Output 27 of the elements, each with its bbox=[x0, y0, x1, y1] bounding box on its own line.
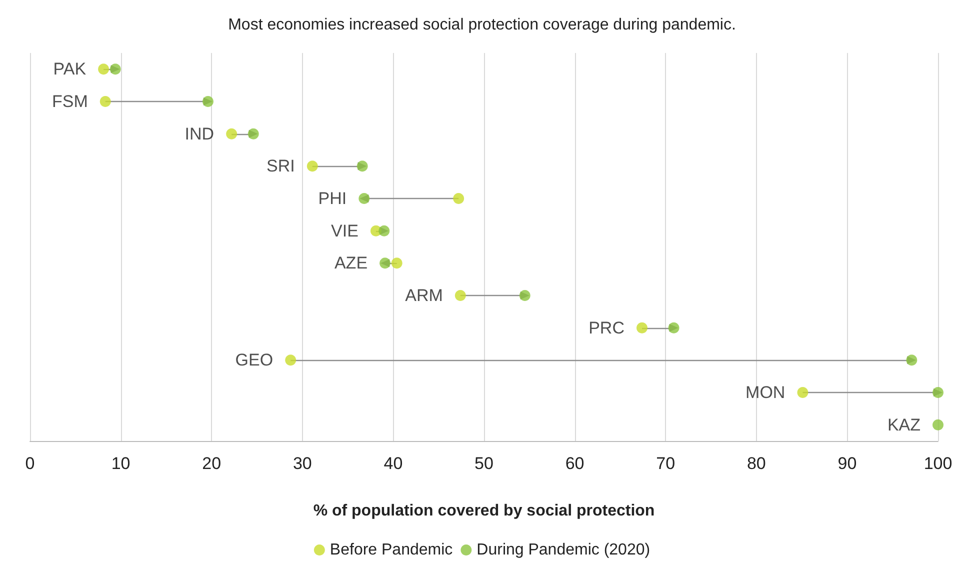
y-tick-label: ARM bbox=[405, 286, 443, 305]
y-tick-label: PHI bbox=[318, 189, 347, 208]
x-tick-label: 30 bbox=[292, 454, 312, 473]
chart-title: Most economies increased social protection coverage during pandemic. bbox=[228, 16, 736, 34]
x-tick-label: 20 bbox=[202, 454, 222, 473]
y-tick-label: GEO bbox=[235, 350, 274, 370]
x-axis-title: % of population covered by social protection bbox=[313, 502, 655, 520]
legend-label: Before Pandemic bbox=[330, 542, 453, 558]
legend-label: During Pandemic (2020) bbox=[476, 542, 650, 558]
y-tick-label: PRC bbox=[588, 318, 624, 338]
x-tick-label: 70 bbox=[656, 454, 676, 473]
y-tick-label: IND bbox=[184, 124, 214, 144]
x-tick-label: 100 bbox=[924, 454, 952, 473]
y-tick-label: MON bbox=[746, 383, 786, 402]
x-tick-label: 10 bbox=[111, 454, 130, 473]
x-tick-label: 60 bbox=[565, 454, 584, 473]
x-tick-label: 80 bbox=[746, 454, 766, 473]
x-tick-label: 0 bbox=[25, 454, 35, 473]
y-tick-label: AZE bbox=[334, 254, 368, 273]
y-tick-label: SRI bbox=[266, 156, 295, 176]
x-tick-label: 50 bbox=[474, 454, 494, 473]
x-tick-label: 40 bbox=[384, 454, 403, 473]
y-tick-label: PAK bbox=[53, 60, 87, 79]
x-tick-label: 90 bbox=[838, 454, 857, 473]
y-tick-label: FSM bbox=[52, 92, 88, 111]
y-tick-label: VIE bbox=[331, 221, 358, 240]
y-tick-label: KAZ bbox=[887, 415, 920, 434]
